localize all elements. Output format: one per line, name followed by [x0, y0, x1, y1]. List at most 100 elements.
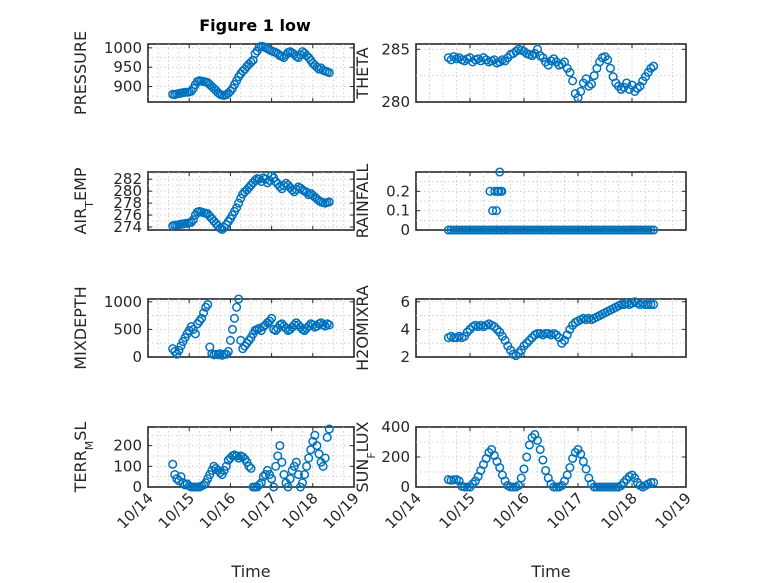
- data-point: [551, 330, 561, 340]
- y-tick-label: 6: [400, 293, 410, 311]
- data-point: [197, 313, 207, 323]
- data-point: [203, 299, 213, 310]
- y-tick-label: 1000: [104, 293, 142, 311]
- data-point: [649, 299, 659, 310]
- data-point: [462, 327, 472, 337]
- y-axis-label: TERRMSL: [71, 422, 96, 494]
- x-tick-label: 10/18: [278, 489, 321, 532]
- y-tick-label: 4: [400, 320, 410, 338]
- data-point: [649, 225, 659, 235]
- data-point: [470, 476, 480, 486]
- y-axis-label: THETA: [353, 47, 372, 99]
- data-point: [488, 206, 498, 216]
- data-point: [581, 464, 591, 474]
- data-point: [495, 57, 505, 67]
- data-point: [176, 341, 186, 351]
- data-point: [199, 480, 209, 490]
- y-tick-label: 100: [113, 457, 142, 475]
- x-tick-label: 10/17: [237, 489, 280, 532]
- data-point: [532, 435, 543, 446]
- data-point: [190, 329, 200, 339]
- data-point: [275, 441, 285, 451]
- y-tick-label: 200: [113, 437, 142, 455]
- data-point: [297, 478, 308, 488]
- data-point: [227, 324, 238, 334]
- data-point: [244, 461, 254, 471]
- data-point: [176, 472, 186, 482]
- data-point: [522, 338, 532, 348]
- data-point: [649, 61, 659, 71]
- data-point: [291, 184, 301, 194]
- data-point: [246, 463, 256, 473]
- data-point: [269, 482, 279, 492]
- data-point: [489, 322, 499, 332]
- data-point: [524, 440, 534, 450]
- x-tick-label: 10/15: [155, 489, 198, 532]
- data-point: [492, 324, 502, 334]
- y-axis-label: AIRTEMP: [71, 167, 96, 234]
- data-point: [291, 457, 301, 467]
- data-point: [302, 461, 312, 471]
- figure-title: Figure 1 low: [199, 16, 311, 35]
- data-point: [643, 225, 653, 235]
- data-point: [174, 345, 184, 355]
- y-tick-label: 0: [400, 478, 410, 496]
- y-tick-label: 200: [381, 448, 410, 466]
- data-point: [314, 449, 324, 459]
- data-point: [632, 83, 642, 93]
- y-tick-label: 950: [113, 58, 142, 76]
- data-point: [304, 453, 314, 463]
- data-point: [234, 198, 244, 208]
- data-point: [199, 308, 209, 318]
- data-point: [262, 178, 273, 188]
- data-point: [324, 68, 334, 78]
- data-point: [277, 457, 287, 467]
- data-point: [258, 472, 268, 482]
- data-point: [524, 335, 534, 345]
- data-point: [223, 346, 233, 357]
- data-point: [516, 473, 526, 483]
- y-tick-label: 280: [381, 93, 410, 111]
- data-point: [568, 76, 578, 86]
- data-point: [293, 470, 303, 480]
- data-point: [551, 482, 561, 492]
- x-tick-label: 10/17: [544, 489, 587, 532]
- data-point: [630, 473, 640, 483]
- data-point: [522, 452, 532, 462]
- data-point: [646, 63, 656, 73]
- data-point: [491, 206, 502, 216]
- y-axis-label: H2OMIXRA: [353, 285, 372, 371]
- data-point: [324, 197, 334, 207]
- data-point: [281, 323, 291, 333]
- data-point: [562, 470, 572, 480]
- data-point: [267, 313, 277, 323]
- data-point: [646, 225, 656, 235]
- data-point: [267, 171, 277, 181]
- y-tick-label: 0: [400, 221, 410, 239]
- data-point: [535, 51, 545, 61]
- data-point: [320, 321, 330, 331]
- data-point: [271, 461, 281, 471]
- data-point: [449, 52, 459, 62]
- data-point: [584, 81, 594, 91]
- y-tick-label: 400: [381, 418, 410, 436]
- data-point: [608, 482, 618, 492]
- data-point: [495, 167, 505, 177]
- data-point: [546, 56, 556, 66]
- data-point: [535, 444, 545, 455]
- data-point: [188, 215, 198, 225]
- data-point: [514, 480, 524, 491]
- y-tick-label: 500: [113, 320, 142, 338]
- data-point: [232, 451, 242, 461]
- data-point: [557, 480, 567, 491]
- y-tick-label: 2: [400, 348, 410, 366]
- data-point: [497, 186, 507, 196]
- x-axis-label: Time: [530, 562, 570, 581]
- data-point: [215, 349, 225, 359]
- data-point: [324, 424, 334, 434]
- data-point: [232, 203, 242, 213]
- data-point: [508, 482, 518, 492]
- y-tick-label: 285: [381, 40, 410, 58]
- data-point: [320, 453, 330, 463]
- data-point: [279, 470, 289, 480]
